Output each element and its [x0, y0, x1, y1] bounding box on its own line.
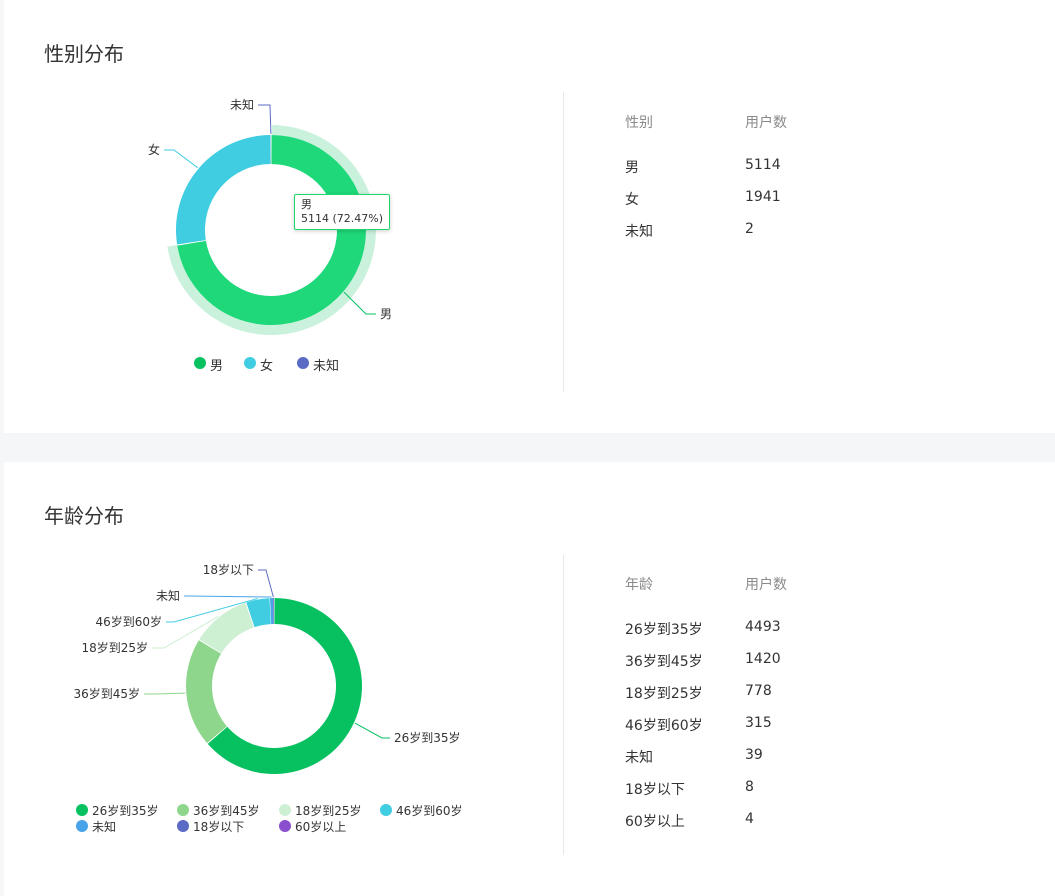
table-header: 性别 用户数: [625, 112, 925, 132]
donut-slice-0[interactable]: [177, 135, 367, 325]
label-line: [184, 595, 272, 598]
legend-label: 18岁以下: [193, 820, 245, 834]
legend-label: 18岁到25岁: [295, 804, 362, 818]
legend-label: 46岁到60岁: [396, 804, 463, 818]
donut-slice-2[interactable]: [199, 602, 254, 654]
donut-slice-1[interactable]: [186, 640, 227, 744]
row-value: 5114: [745, 157, 781, 173]
row-label: 18岁以下: [625, 782, 685, 798]
gender-tooltip: 男 5114 (72.47%): [294, 194, 391, 230]
column-header: 性别: [625, 115, 653, 131]
table-row: 46岁到60岁 315: [625, 715, 925, 735]
donut-slice-0[interactable]: [207, 598, 362, 774]
table-row: 18岁到25岁 778: [625, 683, 925, 703]
slice-label: 男: [380, 307, 392, 321]
donut-slice-5[interactable]: [273, 598, 274, 625]
label-line: [144, 692, 186, 695]
legend-label: 未知: [92, 820, 117, 834]
legend-label: 60岁以上: [295, 820, 347, 834]
legend-label: 26岁到35岁: [92, 804, 159, 818]
column-header: 年龄: [625, 577, 653, 593]
legend-dot: [380, 804, 392, 816]
legend-dot: [177, 804, 189, 816]
table-row: 男 5114: [625, 157, 925, 177]
divider: [563, 555, 564, 855]
label-line: [152, 615, 219, 649]
legend-dot: [297, 357, 309, 369]
label-line: [354, 722, 390, 739]
legend-dot: [76, 804, 88, 816]
legend-dot: [177, 820, 189, 832]
slice-label: 26岁到35岁: [394, 730, 461, 745]
age-title: 年龄分布: [44, 504, 124, 528]
column-header: 用户数: [745, 115, 787, 131]
slice-label: 36岁到45岁: [73, 686, 140, 701]
row-value: 39: [745, 747, 763, 763]
table-row: 60岁以上 4: [625, 811, 925, 831]
legend-dot: [279, 820, 291, 832]
legend-label: 女: [260, 359, 274, 374]
legend-dot: [244, 357, 256, 369]
row-label: 女: [625, 192, 639, 208]
row-value: 4: [745, 811, 754, 827]
slice-label: 女: [148, 142, 160, 157]
row-label: 未知: [625, 224, 653, 240]
row-value: 1420: [745, 651, 781, 667]
legend-label: 未知: [313, 359, 340, 374]
table-row: 18岁以下 8: [625, 779, 925, 799]
slice-label: 18岁以下: [203, 562, 254, 577]
slice-label: 未知: [230, 98, 254, 112]
legend-dot: [279, 804, 291, 816]
table-row: 女 1941: [625, 189, 925, 209]
legend-dot: [194, 357, 206, 369]
row-value: 315: [745, 715, 772, 731]
row-label: 60岁以上: [625, 814, 685, 830]
row-value: 2: [745, 221, 754, 237]
table-row: 26岁到35岁 4493: [625, 619, 925, 639]
table-row: 36岁到45岁 1420: [625, 651, 925, 671]
row-value: 8: [745, 779, 754, 795]
row-value: 1941: [745, 189, 781, 205]
legend-label: 男: [210, 359, 224, 374]
row-label: 46岁到60岁: [625, 718, 703, 734]
row-value: 4493: [745, 619, 781, 635]
tooltip-value: 5114 (72.47%): [301, 212, 384, 225]
row-label: 26岁到35岁: [625, 622, 703, 638]
row-label: 36岁到45岁: [625, 654, 703, 670]
row-label: 男: [625, 160, 639, 176]
table-row: 未知 2: [625, 221, 925, 241]
gender-card: 性别分布 男女未知 男 5114 (72.47%) 男女未知 性别 用户数男 511…: [4, 0, 1055, 433]
tooltip-label: 男: [301, 198, 312, 211]
label-line: [166, 598, 258, 623]
donut-slice-4[interactable]: [270, 598, 274, 625]
label-line: [258, 569, 274, 598]
row-label: 未知: [625, 750, 653, 766]
donut-slice-3[interactable]: [246, 598, 271, 628]
row-value: 778: [745, 683, 772, 699]
column-header: 用户数: [745, 577, 787, 593]
row-label: 18岁到25岁: [625, 686, 703, 702]
label-line: [164, 149, 199, 169]
age-card: 年龄分布 26岁到35岁 36岁到45岁 18岁到25岁 46岁到60岁 未知 18岁以下…: [4, 462, 1055, 896]
label-line: [343, 291, 376, 315]
donut-slice-1[interactable]: [175, 135, 271, 245]
slice-label: 未知: [156, 589, 180, 603]
gender-title: 性别分布: [44, 42, 124, 66]
divider: [563, 92, 564, 392]
legend-label: 36岁到45岁: [193, 804, 260, 818]
table-row: 未知 39: [625, 747, 925, 767]
table-header: 年龄 用户数: [625, 574, 925, 594]
label-line: [258, 104, 272, 135]
slice-label: 46岁到60岁: [95, 614, 162, 629]
legend-dot: [76, 820, 88, 832]
slice-label: 18岁到25岁: [81, 640, 148, 655]
